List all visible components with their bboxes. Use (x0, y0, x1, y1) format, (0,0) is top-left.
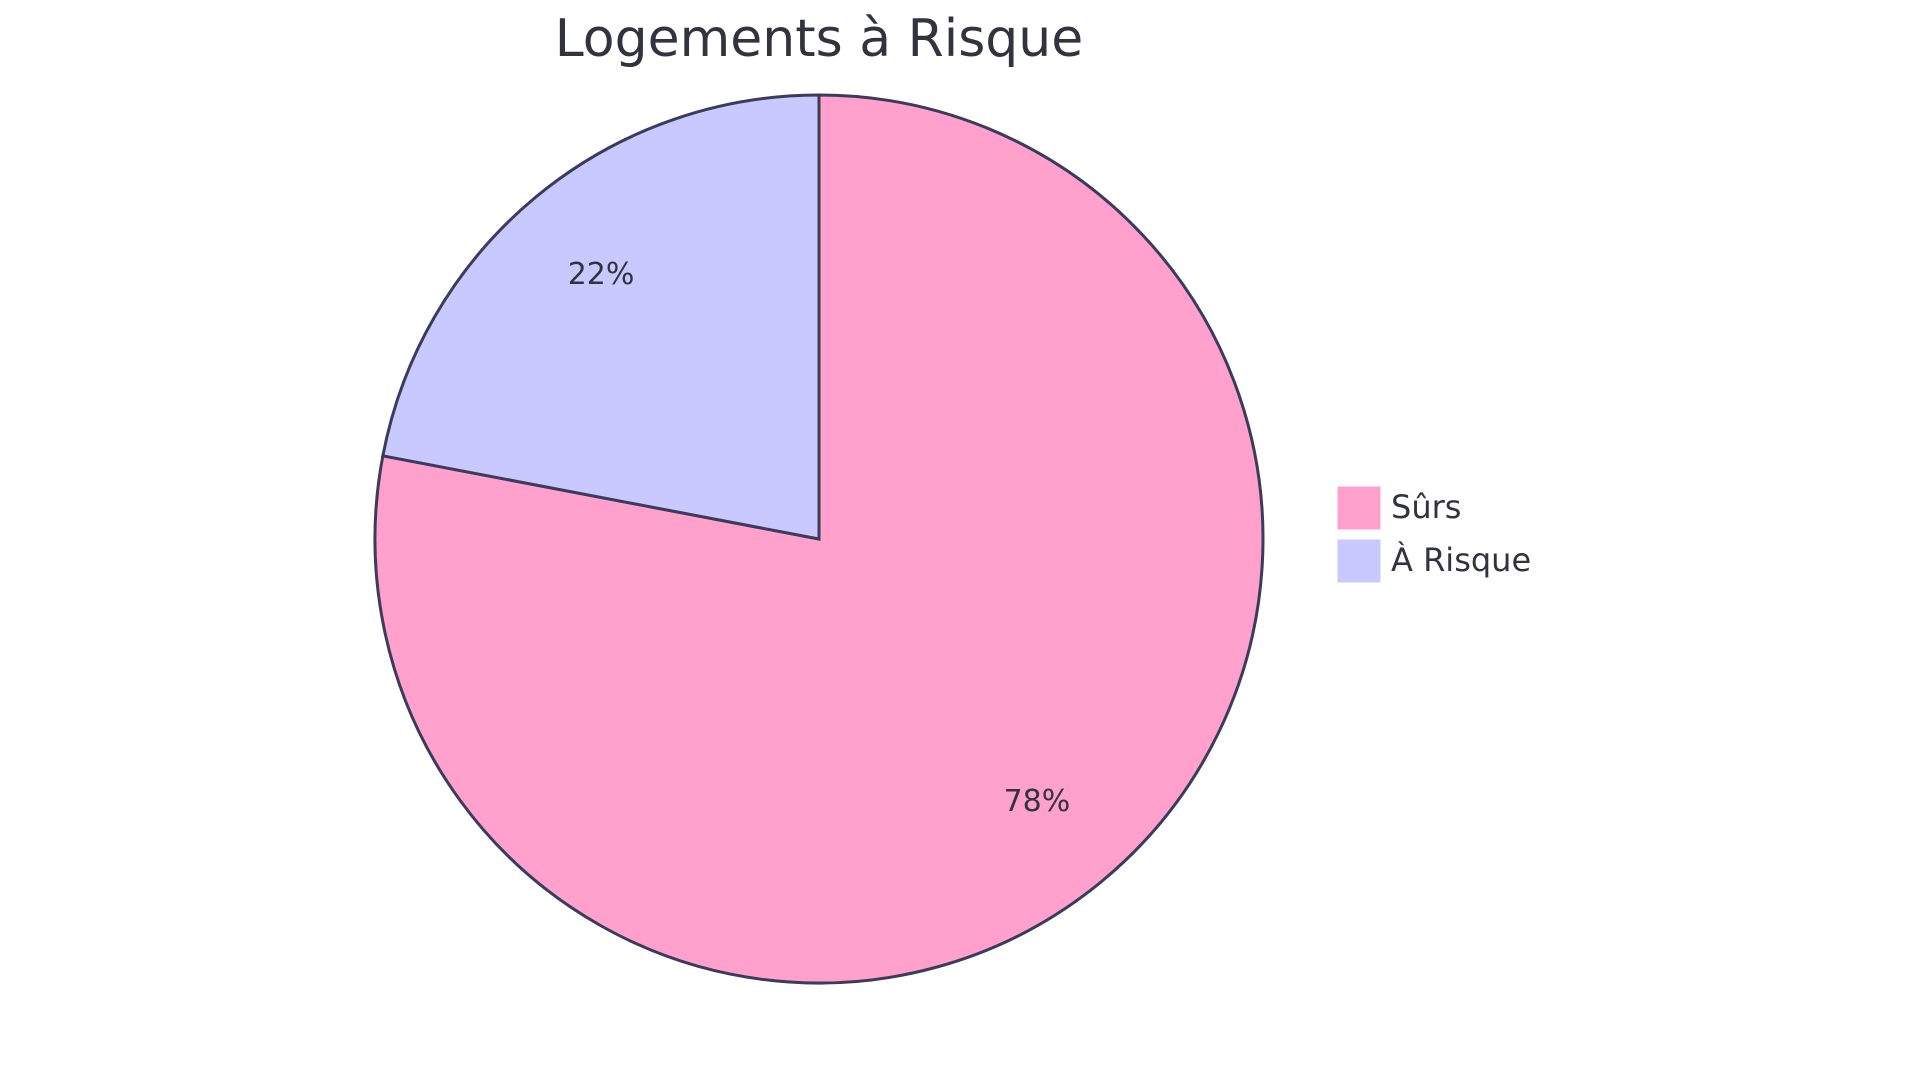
pie-slice (373, 93, 1265, 985)
legend-label: Sûrs (1391, 488, 1461, 526)
chart-title: Logements à Risque (555, 9, 1084, 69)
pie-slice (381, 93, 821, 541)
slice-label: 78% (1004, 784, 1071, 819)
legend-label: À Risque (1391, 541, 1531, 579)
legend-swatch (1336, 538, 1382, 584)
legend-swatch (1336, 485, 1382, 531)
slice-label: 22% (568, 257, 635, 292)
